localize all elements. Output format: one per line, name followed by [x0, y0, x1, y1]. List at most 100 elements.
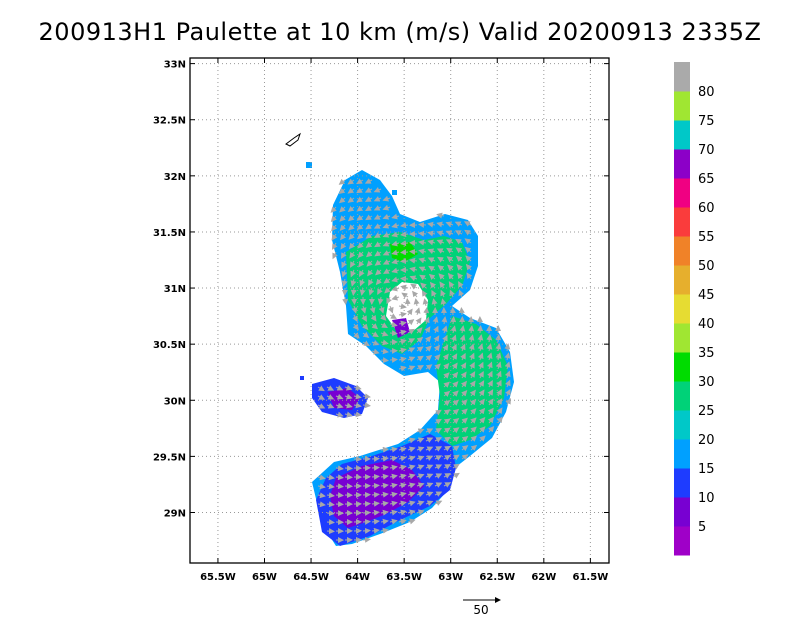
- wind-vector: [458, 289, 465, 298]
- wind-vector: [452, 408, 460, 416]
- vector-key: 50: [463, 597, 501, 617]
- wind-vector: [389, 464, 398, 471]
- wind-vector: [387, 305, 394, 314]
- wind-vector: [470, 417, 477, 424]
- wind-vector: [335, 465, 344, 472]
- lat-tick-label: 32.5N: [153, 116, 186, 127]
- wind-vector: [384, 287, 391, 294]
- wind-vector: [389, 500, 398, 507]
- wind-vector: [464, 246, 472, 254]
- wind-vector: [335, 492, 344, 499]
- wind-vector: [468, 343, 475, 352]
- wind-vector: [347, 178, 355, 185]
- wind-vector: [425, 464, 434, 470]
- colorbar-bin: [674, 120, 690, 150]
- wind-vector: [407, 518, 416, 525]
- wind-vector: [340, 233, 347, 241]
- wind-vector: [391, 258, 400, 265]
- wind-vector: [445, 239, 454, 245]
- wind-vector: [350, 269, 356, 278]
- wind-vector: [391, 285, 400, 292]
- wind-vector: [407, 446, 416, 453]
- wind-vector: [432, 316, 439, 325]
- wind-vector: [451, 371, 459, 379]
- colorbar-label: 55: [698, 230, 715, 245]
- wind-vector: [425, 491, 434, 498]
- wind-vector: [458, 307, 465, 316]
- wind-vector: [380, 518, 389, 525]
- wind-vector: [352, 323, 359, 331]
- wind-vector: [451, 353, 458, 361]
- wind-vector: [416, 365, 424, 371]
- wind-vector: [416, 355, 424, 362]
- wind-vector: [434, 409, 442, 416]
- wind-vector: [434, 363, 441, 370]
- wind-vector: [371, 509, 380, 516]
- wind-vector: [340, 242, 347, 250]
- wind-vector: [373, 232, 382, 238]
- wind-vector: [434, 354, 441, 361]
- lon-tick-label: 63W: [438, 572, 463, 583]
- colorbar-bin: [674, 468, 690, 498]
- wind-vector: [380, 482, 389, 489]
- wind-vector: [443, 418, 451, 425]
- wind-vector: [374, 250, 382, 257]
- wind-vector: [469, 371, 476, 379]
- wind-vector: [461, 399, 468, 406]
- wind-vector: [461, 417, 468, 424]
- wind-vector: [420, 282, 427, 289]
- wind-vector: [362, 331, 370, 338]
- wind-vector: [434, 482, 443, 488]
- wind-vector: [380, 314, 387, 321]
- colorbar-bin: [674, 526, 690, 556]
- wind-vector: [455, 255, 463, 262]
- wind-vector: [380, 527, 389, 534]
- wind-vector: [382, 241, 391, 247]
- wind-vector: [373, 205, 382, 211]
- wind-vector: [487, 389, 494, 397]
- colorbar-bin: [674, 497, 690, 527]
- wind-vector: [488, 425, 495, 433]
- wind-vector: [434, 500, 443, 506]
- colorbar-label: 30: [698, 375, 715, 390]
- wind-vector: [470, 444, 478, 451]
- wind-vector: [428, 273, 436, 281]
- wind-vector: [326, 492, 335, 499]
- wind-vector: [478, 370, 484, 379]
- wind-vector: [398, 338, 407, 345]
- wind-vector: [407, 491, 416, 498]
- longitude-ticks: 65.5W 65W 64.5W 64W 63.5W 63W 62.5W 62W 61.5W: [200, 58, 608, 583]
- lat-tick-label: 29.5N: [153, 452, 186, 463]
- wind-vector: [380, 455, 389, 462]
- vector-key-label: 50: [473, 603, 488, 617]
- wind-vector: [389, 518, 398, 525]
- wind-vector: [404, 298, 411, 307]
- wind-vector: [487, 370, 493, 379]
- wind-vector: [365, 232, 373, 239]
- wind-vector: [469, 352, 475, 361]
- wind-vector: [359, 278, 366, 287]
- colorbar-label: 80: [698, 85, 715, 100]
- wind-vector: [434, 491, 443, 497]
- colorbar-label: 60: [698, 201, 715, 216]
- wind-vector: [335, 411, 344, 418]
- colorbar-bin: [674, 207, 690, 237]
- wind-vector: [443, 436, 451, 443]
- wind-vector: [451, 343, 457, 352]
- wind-vector: [464, 229, 472, 236]
- wind-vector: [418, 266, 427, 272]
- wind-vector: [371, 491, 380, 498]
- wind-vector: [407, 500, 416, 507]
- wind-vector: [326, 519, 335, 526]
- colorbar-bin: [674, 149, 690, 179]
- lon-tick-label: 65W: [252, 572, 277, 583]
- wind-vector: [416, 327, 423, 334]
- wind-vector: [398, 320, 407, 327]
- wind-vector: [446, 256, 454, 263]
- wind-vector: [409, 275, 418, 282]
- wind-vector: [452, 463, 460, 470]
- wind-vector: [443, 464, 451, 470]
- wind-vector: [469, 380, 476, 388]
- wind-vector: [441, 325, 448, 334]
- wind-vector: [434, 473, 443, 479]
